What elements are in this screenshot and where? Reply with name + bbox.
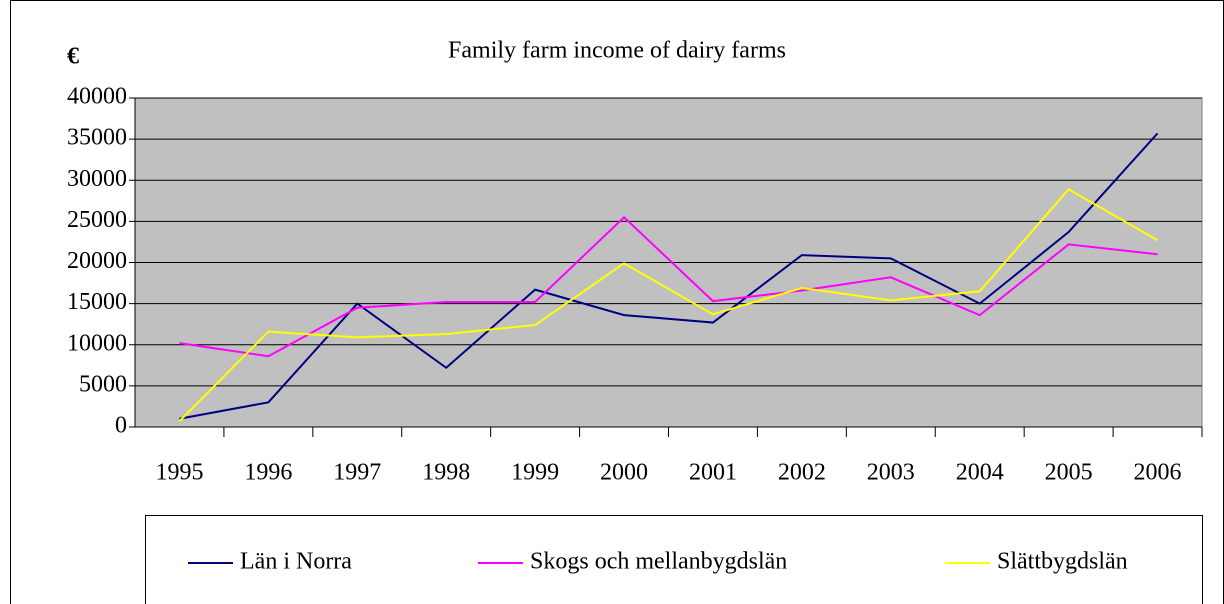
y-axis-label: € xyxy=(67,44,79,70)
x-tick-label: 2000 xyxy=(600,460,648,486)
y-tick-label: 5000 xyxy=(79,371,127,397)
y-tick-label: 30000 xyxy=(67,166,127,192)
x-tick-label: 2003 xyxy=(867,460,915,486)
legend-label: Skogs och mellanbygdslän xyxy=(530,549,787,575)
chart-title: Family farm income of dairy farms xyxy=(448,38,786,64)
x-tick-label: 2004 xyxy=(956,460,1004,486)
y-tick-label: 25000 xyxy=(67,207,127,233)
y-tick-label: 35000 xyxy=(67,125,127,151)
y-tick-label: 40000 xyxy=(67,84,127,110)
x-tick-label: 1998 xyxy=(422,460,470,486)
y-tick-label: 0 xyxy=(115,413,127,439)
series-line xyxy=(178,188,1159,422)
x-tick-label: 1995 xyxy=(155,460,203,486)
x-tick-label: 1996 xyxy=(244,460,292,486)
x-tick-label: 2005 xyxy=(1045,460,1093,486)
y-tick-label: 20000 xyxy=(67,248,127,274)
x-tick-label: 2001 xyxy=(689,460,737,486)
x-tick-label: 2002 xyxy=(778,460,826,486)
legend-label: Län i Norra xyxy=(240,549,352,575)
y-tick-label: 15000 xyxy=(67,289,127,315)
y-tick-label: 10000 xyxy=(67,330,127,356)
x-tick-label: 2006 xyxy=(1134,460,1182,486)
x-tick-label: 1997 xyxy=(333,460,381,486)
legend-box xyxy=(145,515,1203,604)
x-tick-label: 1999 xyxy=(511,460,559,486)
series-line xyxy=(179,132,1159,420)
legend-label: Slättbygdslän xyxy=(997,549,1128,575)
series-line xyxy=(179,215,1158,358)
